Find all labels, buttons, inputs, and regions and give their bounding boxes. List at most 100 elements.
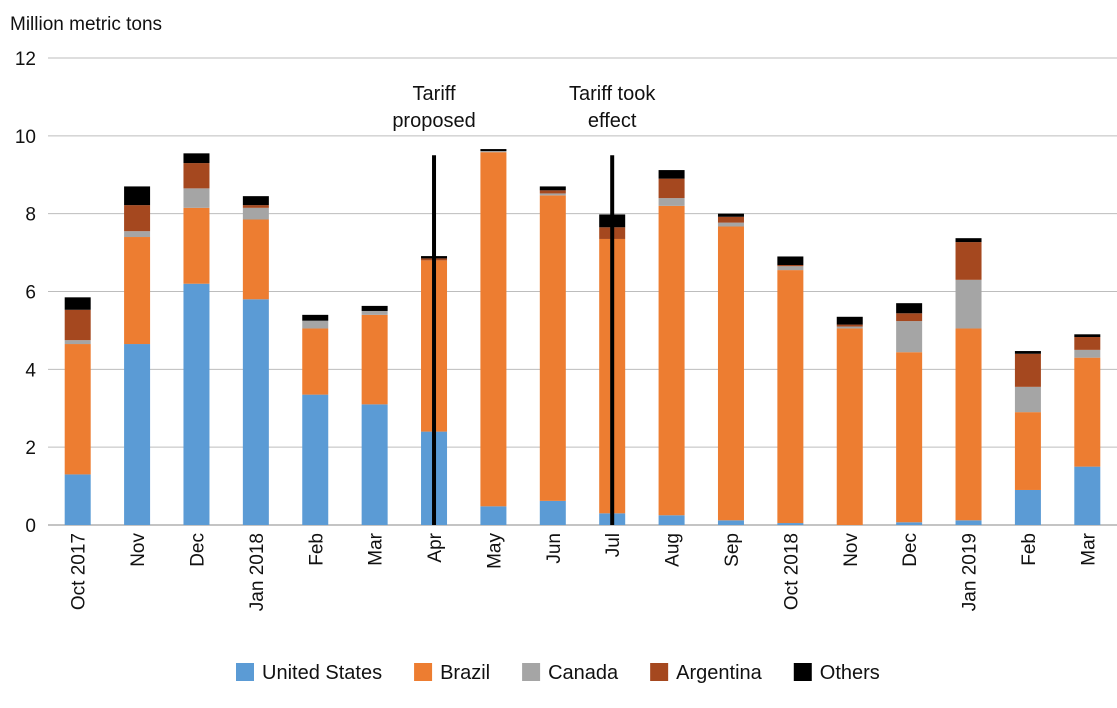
bar-segment xyxy=(124,205,151,232)
annotation-label: effect xyxy=(588,110,637,132)
x-tick-label: Mar xyxy=(366,532,387,565)
y-tick-label: 2 xyxy=(25,438,36,459)
legend: United States Brazil Canada Argentina Others xyxy=(236,662,880,684)
bar-segment xyxy=(64,340,91,345)
y-tick-label: 8 xyxy=(25,205,36,226)
bar-segment xyxy=(480,151,507,153)
bar-segment xyxy=(242,207,269,220)
legend-label: Others xyxy=(820,662,880,684)
bar-segment xyxy=(480,149,507,152)
bar-segment xyxy=(896,303,923,314)
gridlines xyxy=(48,57,1117,526)
bar-segment xyxy=(183,188,210,208)
bar-segment xyxy=(302,328,329,395)
bar-segment xyxy=(124,344,151,525)
bar-segment xyxy=(302,320,329,329)
x-tick-label: Feb xyxy=(1019,533,1040,566)
bar-segment xyxy=(955,238,982,243)
bar-segment xyxy=(777,270,804,524)
legend-swatch xyxy=(793,663,812,681)
legend-label: Brazil xyxy=(440,662,490,684)
x-tick-label: Jul xyxy=(603,533,624,557)
bar-segment xyxy=(896,321,923,353)
annotation-label: Tariff xyxy=(413,83,456,105)
bar-segment xyxy=(836,328,863,525)
bar-segment xyxy=(658,198,685,206)
legend-swatch xyxy=(414,663,433,681)
bar-segment xyxy=(1014,489,1041,525)
y-tick-label: 12 xyxy=(15,49,36,70)
bar-segment xyxy=(361,314,388,405)
x-tick-label: May xyxy=(484,533,505,569)
x-tick-label: Aug xyxy=(663,533,684,567)
bar-segment xyxy=(124,231,151,238)
legend-label: Canada xyxy=(548,662,619,684)
bar-segment xyxy=(242,196,269,206)
bar-segment xyxy=(1014,412,1041,490)
bar-segment xyxy=(480,506,507,525)
annotations: Tariff proposed Tariff took effect xyxy=(392,83,656,525)
bar-segment xyxy=(955,242,982,280)
y-tick-label: 10 xyxy=(15,127,36,148)
bar-segment xyxy=(1014,351,1041,354)
bar-segment xyxy=(302,314,329,321)
legend-swatch xyxy=(522,663,541,681)
bar-segment xyxy=(242,205,269,208)
x-tick-label: Dec xyxy=(187,533,208,567)
bar-segment xyxy=(717,222,744,227)
bar-segment xyxy=(717,520,744,525)
bar-segment xyxy=(361,305,388,311)
bar-segment xyxy=(539,195,566,501)
bar-segment xyxy=(1074,357,1101,467)
bar-segment xyxy=(717,226,744,521)
bar-segment xyxy=(64,309,91,341)
bar-segment xyxy=(658,205,685,516)
x-tick-label: Jan 2018 xyxy=(247,533,268,611)
bar-segment xyxy=(183,163,210,189)
bar-segment xyxy=(302,394,329,525)
bar-segment xyxy=(955,328,982,521)
x-tick-label: Dec xyxy=(900,533,921,567)
bar-segment xyxy=(1074,337,1101,350)
bar-segment xyxy=(717,213,744,217)
bar-segment xyxy=(836,324,863,327)
bar-segment xyxy=(777,266,804,271)
y-axis-ticks: 0 2 4 6 8 10 12 xyxy=(15,49,37,537)
bar-segment xyxy=(658,178,685,199)
bar-segment xyxy=(539,186,566,191)
bar-segment xyxy=(183,283,210,525)
annotation-label: Tariff took xyxy=(569,83,656,105)
bar-segment xyxy=(777,256,804,266)
bar-segment xyxy=(896,313,923,322)
y-axis-title: Million metric tons xyxy=(10,14,162,35)
bar-segment xyxy=(64,297,91,310)
bar-segment xyxy=(836,326,863,329)
bar-segment xyxy=(955,520,982,525)
bar-segment xyxy=(539,190,566,194)
y-tick-label: 0 xyxy=(25,516,36,537)
bars xyxy=(64,149,1101,525)
bar-segment xyxy=(1014,386,1041,413)
annotation-label: proposed xyxy=(392,110,475,132)
bar-segment xyxy=(1014,353,1041,387)
x-tick-label: Mar xyxy=(1078,532,1099,565)
bar-segment xyxy=(1074,334,1101,338)
legend-label: Argentina xyxy=(676,662,762,684)
x-tick-label: Jan 2019 xyxy=(960,533,981,611)
bar-segment xyxy=(1074,349,1101,358)
bar-segment xyxy=(658,170,685,179)
bar-segment xyxy=(539,193,566,196)
x-axis-ticks: Oct 2017 Nov Dec Jan 2018 Feb Mar Apr May Jun Jul… xyxy=(69,532,1100,611)
bar-segment xyxy=(361,404,388,525)
bar-segment xyxy=(361,310,388,315)
legend-label: United States xyxy=(262,662,382,684)
x-tick-label: Feb xyxy=(306,533,327,566)
bar-segment xyxy=(539,500,566,525)
y-tick-label: 6 xyxy=(25,283,36,304)
bar-segment xyxy=(242,299,269,525)
bar-segment xyxy=(242,219,269,300)
bar-segment xyxy=(183,153,210,164)
x-tick-label: Oct 2017 xyxy=(69,533,90,610)
bar-segment xyxy=(124,237,151,345)
